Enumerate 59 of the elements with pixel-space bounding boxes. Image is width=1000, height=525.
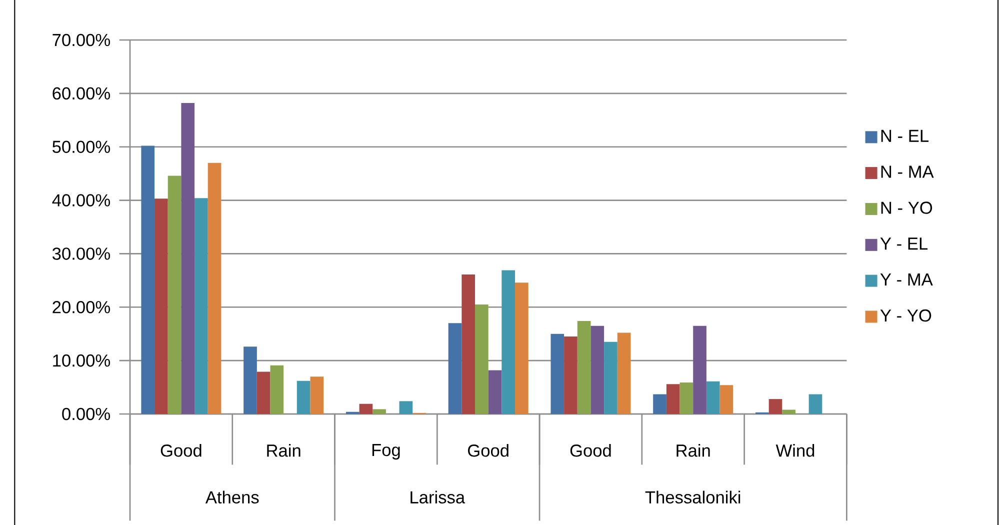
- bar: [693, 326, 706, 414]
- legend-label: Y - EL: [880, 238, 928, 250]
- y-tick-label: 0.00%: [62, 408, 110, 420]
- text: Larissa: [410, 490, 466, 504]
- bar: [782, 410, 796, 414]
- bar: [475, 304, 488, 414]
- bar: [359, 404, 373, 414]
- legend-label: N - MA: [881, 166, 934, 178]
- x-tick-label: Good: [160, 444, 202, 457]
- x-tick-label: Fog: [372, 444, 400, 460]
- x-tick-label: Rain: [267, 444, 300, 457]
- bar: [296, 380, 310, 414]
- bar: [502, 270, 515, 414]
- bar: [577, 321, 591, 414]
- bar: [244, 346, 257, 414]
- y-tick-label: 40.00%: [52, 194, 110, 206]
- y-tick-label: 60.00%: [52, 87, 110, 100]
- bar: [590, 326, 604, 414]
- bar: [194, 198, 208, 414]
- y-tick-label: 50.00%: [52, 140, 110, 153]
- bar: [256, 372, 270, 414]
- bar: [310, 376, 324, 414]
- bar: [208, 162, 222, 414]
- bar: [515, 282, 528, 414]
- bar: [666, 384, 680, 414]
- text: Athens: [205, 490, 259, 504]
- bar: [564, 336, 578, 414]
- bar: [270, 365, 284, 414]
- bar: [617, 332, 631, 414]
- bar: [168, 176, 182, 414]
- bar: [154, 198, 168, 414]
- x-tick-label: Good: [570, 444, 611, 457]
- bar: [604, 342, 618, 414]
- bar: [680, 382, 694, 414]
- y-tick-label: 30.00%: [52, 248, 110, 260]
- legend-label: N - YO: [881, 202, 932, 214]
- bar: [448, 323, 462, 414]
- legend-label: N - EL: [881, 130, 928, 142]
- y-tick-label: 10.00%: [53, 354, 110, 367]
- y-tick-label: 70.00%: [52, 34, 110, 46]
- legend-label: Y - MA: [880, 274, 933, 286]
- x-tick-label: Rain: [676, 444, 710, 457]
- bar: [808, 394, 822, 414]
- legend-label: Y - YO: [880, 309, 932, 322]
- bar: [141, 146, 155, 414]
- bar: [768, 399, 782, 414]
- text: Thessaloniki: [645, 490, 740, 504]
- x-tick-label: Wind: [776, 444, 814, 457]
- bar: [488, 370, 502, 414]
- y-tick-label: 20.00%: [52, 301, 110, 314]
- bar: [550, 334, 564, 414]
- bar: [706, 381, 720, 414]
- bar: [720, 385, 734, 414]
- bar: [372, 409, 386, 414]
- bar: [653, 394, 666, 414]
- bar: [399, 401, 413, 414]
- x-tick-label: Good: [468, 444, 508, 457]
- bar: [462, 274, 476, 414]
- bar: [181, 103, 195, 414]
